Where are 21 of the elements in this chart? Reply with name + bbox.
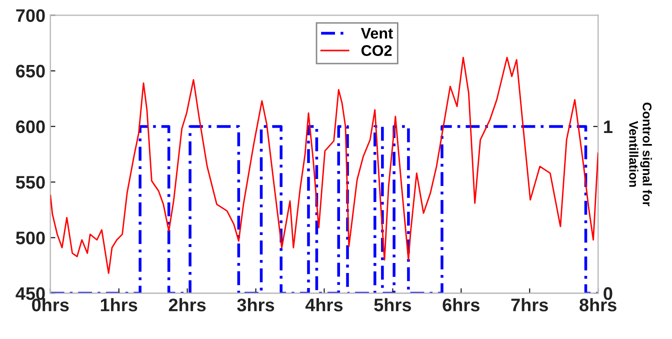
y2-tick-label: 1 <box>604 120 612 134</box>
y-tick-label: 500 <box>16 232 45 244</box>
y-tick-label: 650 <box>16 64 45 78</box>
x-tick-label: 7hrs <box>511 298 548 312</box>
x-tick-label: 3hrs <box>237 298 274 312</box>
x-tick-label: 8hrs <box>580 298 616 312</box>
x-tick-label: 1hrs <box>100 298 138 312</box>
x-tick-label: 4hrs <box>305 298 343 312</box>
y2-axis-title: Control signal for Ventillation <box>629 102 652 206</box>
legend-label: CO2 <box>361 45 392 56</box>
y-tick-label: 700 <box>16 9 45 22</box>
x-tick-label: 2hrs <box>168 298 206 312</box>
line-series <box>50 56 598 274</box>
x-tick-label: 0hrs <box>32 298 69 312</box>
y-tick-label: 550 <box>16 176 45 189</box>
x-tick-label: 5hrs <box>374 298 412 312</box>
legend-label: Vent <box>360 28 393 39</box>
y-tick-label: 450 <box>16 287 45 300</box>
x-tick-label: 6hrs <box>442 298 480 312</box>
y-tick-label: 600 <box>16 120 45 134</box>
y2-tick-label: 0 <box>604 287 612 300</box>
